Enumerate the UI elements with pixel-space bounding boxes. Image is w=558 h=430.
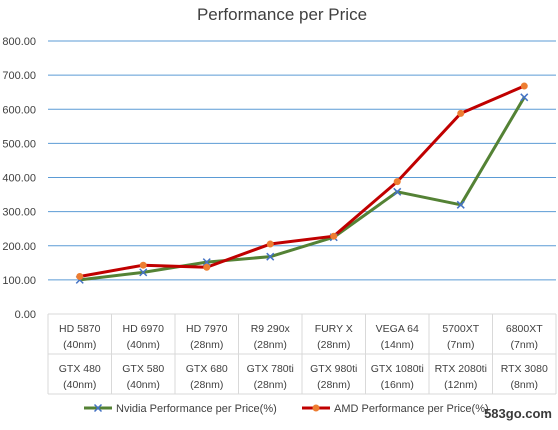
data-point-amd [203, 263, 211, 271]
data-point-amd [139, 261, 147, 269]
series-line-nvidia [79, 96, 526, 282]
data-point-amd [457, 109, 465, 117]
data-point-nvidia [202, 258, 211, 267]
y-tick-label: 700.00 [2, 70, 36, 82]
y-tick-label: 400.00 [2, 173, 36, 185]
legend-label: AMD Performance per Price(%) [334, 403, 489, 415]
x-tick-label: (28nm) [254, 339, 287, 351]
x-tick-label: (40nm) [127, 339, 160, 351]
watermark-text: 583go.com [484, 406, 552, 421]
legend-marker-x [93, 403, 103, 413]
data-point-amd [76, 272, 84, 280]
x-tick-label: FURY X [315, 323, 353, 335]
x-tick-label: GTX 780ti [247, 363, 294, 375]
x-tick-label: (28nm) [317, 379, 350, 391]
x-tick-label: (7nm) [447, 339, 474, 351]
y-tick-label: 0.00 [15, 309, 36, 321]
x-tick-label: GTX 980ti [310, 363, 357, 375]
x-tick-label: GTX 680 [186, 363, 228, 375]
x-tick-label: (40nm) [127, 379, 160, 391]
x-tick-label: (40nm) [63, 379, 96, 391]
series-lines [75, 82, 529, 284]
data-point-amd [393, 178, 401, 186]
data-point-amd [266, 240, 274, 248]
data-point-nvidia [393, 187, 402, 196]
x-tick-label: HD 6970 [123, 323, 165, 335]
y-axis-ticks: 0.00 100.00 200.00 300.00 400.00 500.00 600.00… [2, 36, 36, 321]
legend: Nvidia Performance per Price(%) AMD Perfo… [84, 403, 489, 415]
x-tick-label: (28nm) [254, 379, 287, 391]
x-tick-label: (12nm) [444, 379, 477, 391]
data-point-nvidia [266, 252, 275, 261]
chart-title: Performance per Price [197, 5, 367, 24]
x-tick-label: (16nm) [381, 379, 414, 391]
x-tick-label: (7nm) [511, 339, 538, 351]
data-point-amd [330, 232, 338, 240]
x-tick-label: (14nm) [381, 339, 414, 351]
y-tick-label: 100.00 [2, 275, 36, 287]
x-tick-label: VEGA 64 [376, 323, 419, 335]
x-tick-label: RTX 2080ti [435, 363, 487, 375]
y-tick-label: 600.00 [2, 104, 36, 116]
x-tick-label: HD 5870 [59, 323, 101, 335]
data-point-nvidia [520, 93, 529, 102]
x-tick-label: GTX 580 [122, 363, 164, 375]
x-tick-label: (28nm) [317, 339, 350, 351]
x-tick-label: 6800XT [506, 323, 543, 335]
legend-marker-circle [312, 404, 320, 412]
y-tick-label: 300.00 [2, 207, 36, 219]
x-tick-label: GTX 1080ti [371, 363, 424, 375]
x-tick-label: (8nm) [511, 379, 538, 391]
data-point-amd [520, 82, 528, 90]
y-tick-label: 200.00 [2, 241, 36, 253]
gridlines [48, 40, 556, 315]
y-tick-label: 500.00 [2, 138, 36, 150]
legend-label: Nvidia Performance per Price(%) [116, 403, 277, 415]
x-tick-label: (40nm) [63, 339, 96, 351]
x-axis-category-table: HD 5870 (40nm) GTX 480 (40nm) HD 6970 (40nm) G… [47, 313, 557, 395]
x-tick-label: (28nm) [190, 339, 223, 351]
y-tick-label: 800.00 [2, 36, 36, 48]
x-tick-label: GTX 480 [59, 363, 101, 375]
data-point-nvidia [139, 268, 148, 277]
x-tick-label: R9 290x [251, 323, 291, 335]
data-point-nvidia [456, 200, 465, 209]
x-tick-label: HD 7970 [186, 323, 228, 335]
x-tick-label: (28nm) [190, 379, 223, 391]
x-tick-label: 5700XT [442, 323, 479, 335]
x-tick-label: RTX 3080 [501, 363, 548, 375]
series-line-amd [79, 84, 525, 278]
